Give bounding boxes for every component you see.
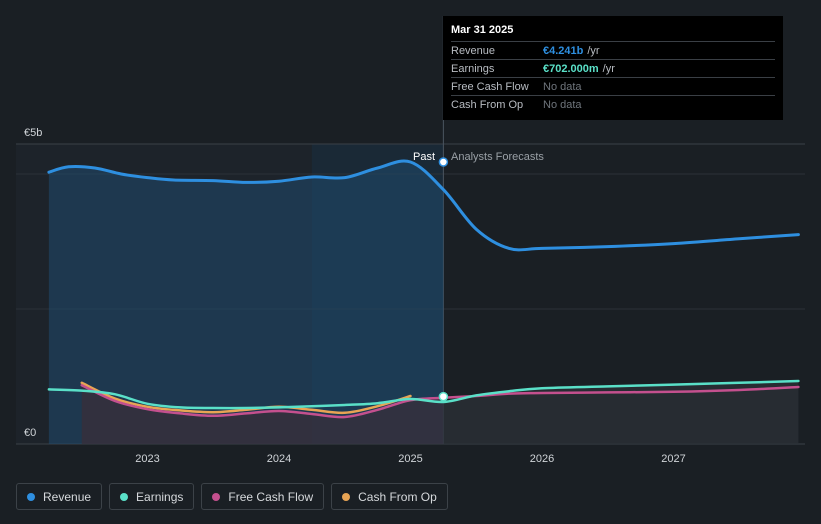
forecast-label: Analysts Forecasts [451,151,544,163]
chart-areas [48,160,799,445]
chart-canvas: €5b €0 Past Analysts Forecasts 2023 2024 2… [16,16,805,465]
tooltip-label: Revenue [451,44,496,57]
legend-dot-icon [212,492,221,501]
tooltip-unit: /yr [587,44,600,57]
legend-item-earnings[interactable]: Earnings [109,483,195,510]
series-line-free-cash-flow [80,383,800,419]
legend-item-free-cash-flow[interactable]: Free Cash Flow [201,483,325,510]
x-tick-label: 2023 [135,453,159,465]
legend-dot-icon [120,492,129,501]
series-line-earnings [47,379,800,410]
legend-label: Free Cash Flow [228,489,314,504]
legend-dot-icon [342,492,351,501]
tooltip-row-free-cash-flow: Free Cash Flow No data [451,77,775,95]
earnings-marker [438,391,449,402]
tooltip-row-cash-from-op: Cash From Op No data [451,95,775,113]
tooltip-value: No data [543,98,582,111]
x-tick-label: 2026 [530,453,554,465]
legend-item-cash-from-op[interactable]: Cash From Op [331,483,448,510]
chart-legend: Revenue Earnings Free Cash Flow Cash Fro… [16,483,448,510]
past-label: Past [413,151,435,163]
y-axis-top-label: €5b [24,127,42,139]
tooltip-date: Mar 31 2025 [451,24,514,36]
tooltip-panel: Mar 31 2025 Revenue €4.241b /yr Earnings… [443,16,783,120]
revenue-marker [438,157,449,167]
tooltip-row-revenue: Revenue €4.241b /yr [451,41,775,59]
legend-dot-icon [27,492,35,501]
x-tick-label: 2025 [398,453,422,465]
series-line-revenue [47,159,800,252]
legend-label: Cash From Op [358,489,437,504]
x-tick-label: 2024 [267,453,291,465]
y-axis-bottom-label: €0 [24,427,36,439]
tooltip-value: €702.000m [543,62,599,75]
tooltip-value: €4.241b [543,44,584,57]
tooltip-unit: /yr [602,62,615,75]
tooltip-label: Cash From Op [451,98,524,111]
tooltip-row-earnings: Earnings €702.000m /yr [451,59,775,77]
forecast-area [443,381,799,444]
tooltip-value: No data [543,80,582,93]
legend-item-revenue[interactable]: Revenue [16,483,103,510]
legend-label: Earnings [136,489,184,504]
tooltip-label: Free Cash Flow [451,80,529,93]
tooltip-label: Earnings [451,62,495,75]
legend-label: Revenue [43,489,92,504]
cash-area [81,385,444,444]
series-line-cash-from-op [80,381,412,415]
revenue-area [48,160,444,445]
chart-labels: €5b €0 Past Analysts Forecasts 2023 2024 2… [24,127,686,465]
x-tick-label: 2027 [661,453,685,465]
chart-lines [47,157,800,419]
